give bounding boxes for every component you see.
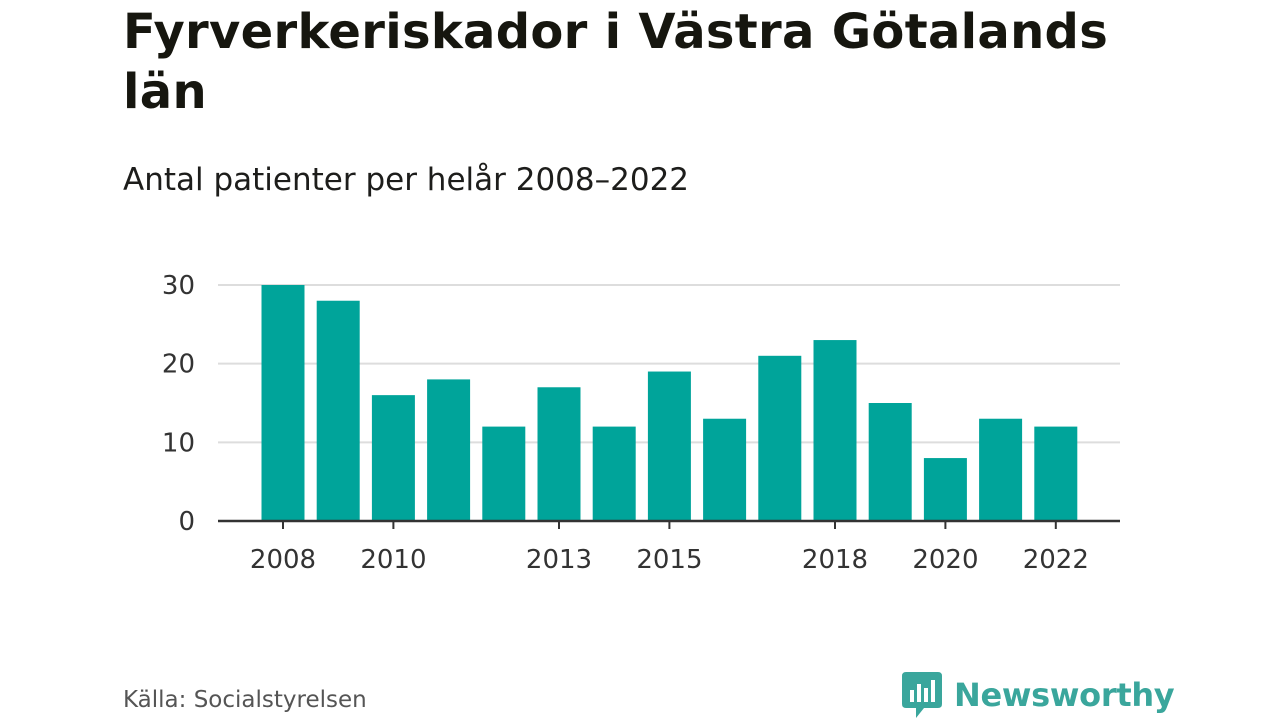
bar-2012 — [482, 426, 526, 521]
bar-2019 — [868, 403, 912, 521]
y-tick-label: 20 — [162, 350, 195, 380]
bar-2015 — [647, 371, 691, 521]
bar-2018 — [813, 340, 857, 521]
x-tick-label: 2010 — [360, 545, 426, 575]
x-tick-label: 2022 — [1023, 545, 1089, 575]
bar-2013 — [537, 387, 581, 521]
bar-2010 — [371, 395, 415, 521]
newsworthy-logo: Newsworthy — [902, 672, 1175, 718]
bar-2014 — [592, 426, 636, 521]
x-tick-label: 2018 — [802, 545, 868, 575]
x-tick-label: 2020 — [912, 545, 978, 575]
brand-name: Newsworthy — [954, 676, 1175, 714]
bar-2020 — [923, 458, 967, 521]
y-tick-label: 30 — [162, 271, 195, 301]
x-tick-label: 2013 — [526, 545, 592, 575]
bar-2009 — [316, 300, 360, 521]
bar-2011 — [427, 379, 471, 521]
chart-title: Fyrverkeriskador i Västra Götalands län — [123, 4, 1109, 120]
source-note: Källa: Socialstyrelsen — [123, 687, 367, 713]
y-tick-label: 10 — [162, 428, 195, 458]
chart-subtitle: Antal patienter per helår 2008–2022 — [123, 162, 690, 198]
x-tick-label: 2008 — [250, 545, 316, 575]
bar-2008 — [261, 285, 305, 521]
x-tick-label: 2015 — [636, 545, 702, 575]
bar-2016 — [703, 418, 747, 521]
bar-2017 — [758, 355, 802, 521]
y-tick-label: 0 — [178, 507, 195, 537]
bar-2022 — [1034, 426, 1078, 521]
bar-2021 — [979, 418, 1023, 521]
newsworthy-logo-icon — [902, 672, 942, 718]
